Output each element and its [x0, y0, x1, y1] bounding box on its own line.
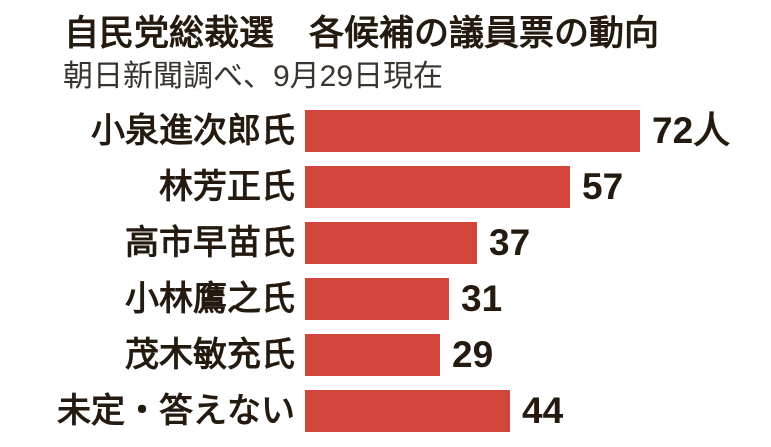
category-label: 高市早苗氏 — [125, 223, 295, 262]
bar — [305, 221, 477, 264]
bar — [305, 277, 449, 320]
category-label: 未定・答えない — [57, 391, 295, 430]
bar — [305, 165, 570, 208]
chart-row: 小泉進次郎氏 72人 — [0, 109, 771, 152]
value-label: 31 — [461, 278, 503, 319]
bar — [305, 389, 510, 432]
value-label: 44 — [522, 390, 564, 431]
chart-subtitle: 朝日新聞調べ、9月29日現在 — [63, 60, 444, 93]
category-label: 小林鷹之氏 — [125, 279, 295, 318]
bar — [305, 109, 640, 152]
category-label: 小泉進次郎氏 — [91, 111, 295, 150]
page-title: 自民党総裁選 各候補の議員票の動向 — [64, 14, 660, 53]
value-label: 72人 — [652, 110, 731, 151]
chart-row: 高市早苗氏 37 — [0, 221, 771, 264]
chart-row: 小林鷹之氏 31 — [0, 277, 771, 320]
value-label: 57 — [582, 166, 624, 207]
chart-row: 林芳正氏 57 — [0, 165, 771, 208]
chart-row: 未定・答えない 44 — [0, 389, 771, 432]
bar-chart: 小泉進次郎氏 72人 林芳正氏 57 高市早苗氏 37 小林鷹之氏 31 茂木敏… — [0, 109, 771, 432]
category-label: 林芳正氏 — [159, 167, 295, 206]
category-label: 茂木敏充氏 — [125, 335, 295, 374]
bar — [305, 333, 440, 376]
value-label: 37 — [489, 222, 531, 263]
chart-row: 茂木敏充氏 29 — [0, 333, 771, 376]
value-label: 29 — [452, 334, 494, 375]
